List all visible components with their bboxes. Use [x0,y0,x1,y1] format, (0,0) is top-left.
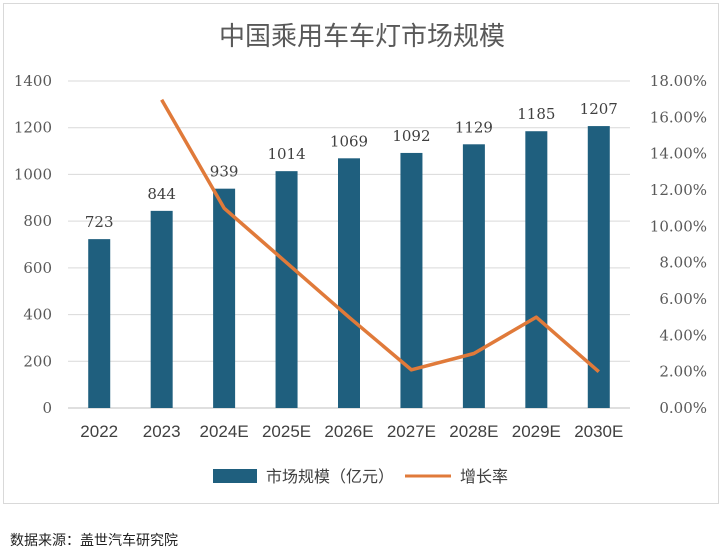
bar [400,152,423,408]
bar-value-label: 844 [147,185,176,203]
bar [338,158,360,408]
bar-value-label: 1092 [392,127,430,145]
legend-bar-label: 市场规模（亿元） [266,467,394,486]
bar [213,188,236,408]
bar-series [88,126,610,409]
bar [150,210,173,408]
left-tick-label: 200 [23,352,52,370]
left-tick-label: 800 [23,212,52,230]
right-tick-label: 18.00% [650,72,707,90]
bar-value-label: 723 [85,213,114,231]
x-tick-label: 2022 [80,422,118,441]
bar-value-label: 1129 [455,118,493,136]
x-tick-label: 2028E [449,422,498,441]
bar [587,126,610,408]
bar [88,239,111,408]
x-tick-label: 2024E [200,422,249,441]
right-tick-label: 12.00% [650,181,707,199]
left-tick-label: 1400 [14,72,52,90]
left-tick-label: 0 [42,399,52,417]
x-tick-label: 2025E [262,422,311,441]
bar [275,171,298,408]
x-tick-label: 2026E [324,422,373,441]
chart-canvas: 中国乘用车车灯市场规模 0 200 400 600 800 1000 1200 1400 0.… [14,22,707,486]
chart-title: 中国乘用车车灯市场规模 [219,22,505,52]
legend: 市场规模（亿元） 增长率 [213,467,508,486]
x-axis-ticks: 2022 2023 2024E 2025E 2026E 2027E 2028E 2029E 20… [80,422,623,441]
bar [462,144,485,408]
right-axis-ticks: 0.00% 2.00% 4.00% 6.00% 8.00% 10.00% 12.00% 14.… [650,72,707,417]
right-tick-label: 14.00% [650,145,707,163]
bar-data-labels: 723 844 939 1014 1069 1092 1129 1185 1207 [85,100,618,231]
growth-line [160,98,600,373]
bar-value-label: 1014 [267,145,305,163]
bar-value-label: 1207 [580,100,618,118]
source-note: 数据来源：盖世汽车研究院 [10,533,178,549]
growth-line-series [160,98,600,373]
x-tick-label: 2030E [574,422,623,441]
left-axis-ticks: 0 200 400 600 800 1000 1200 1400 [14,72,52,417]
right-tick-label: 16.00% [650,108,707,126]
x-tick-label: 2023 [143,422,181,441]
bar [525,131,548,409]
right-tick-label: 10.00% [650,217,707,235]
right-tick-label: 0.00% [659,399,707,417]
left-tick-label: 400 [23,306,52,324]
legend-line-label: 增长率 [460,467,508,486]
legend-bar-swatch [213,469,257,483]
right-tick-label: 4.00% [659,326,707,344]
left-tick-label: 1200 [14,119,52,137]
bar-value-label: 939 [210,163,239,181]
x-tick-label: 2029E [512,422,561,441]
bar-value-label: 1185 [517,105,555,123]
left-tick-label: 1000 [14,165,52,183]
x-tick-label: 2027E [387,422,436,441]
bar-value-label: 1069 [330,132,368,150]
left-tick-label: 600 [23,259,52,277]
right-tick-label: 8.00% [659,254,707,272]
right-tick-label: 2.00% [659,363,707,381]
right-tick-label: 6.00% [659,290,707,308]
